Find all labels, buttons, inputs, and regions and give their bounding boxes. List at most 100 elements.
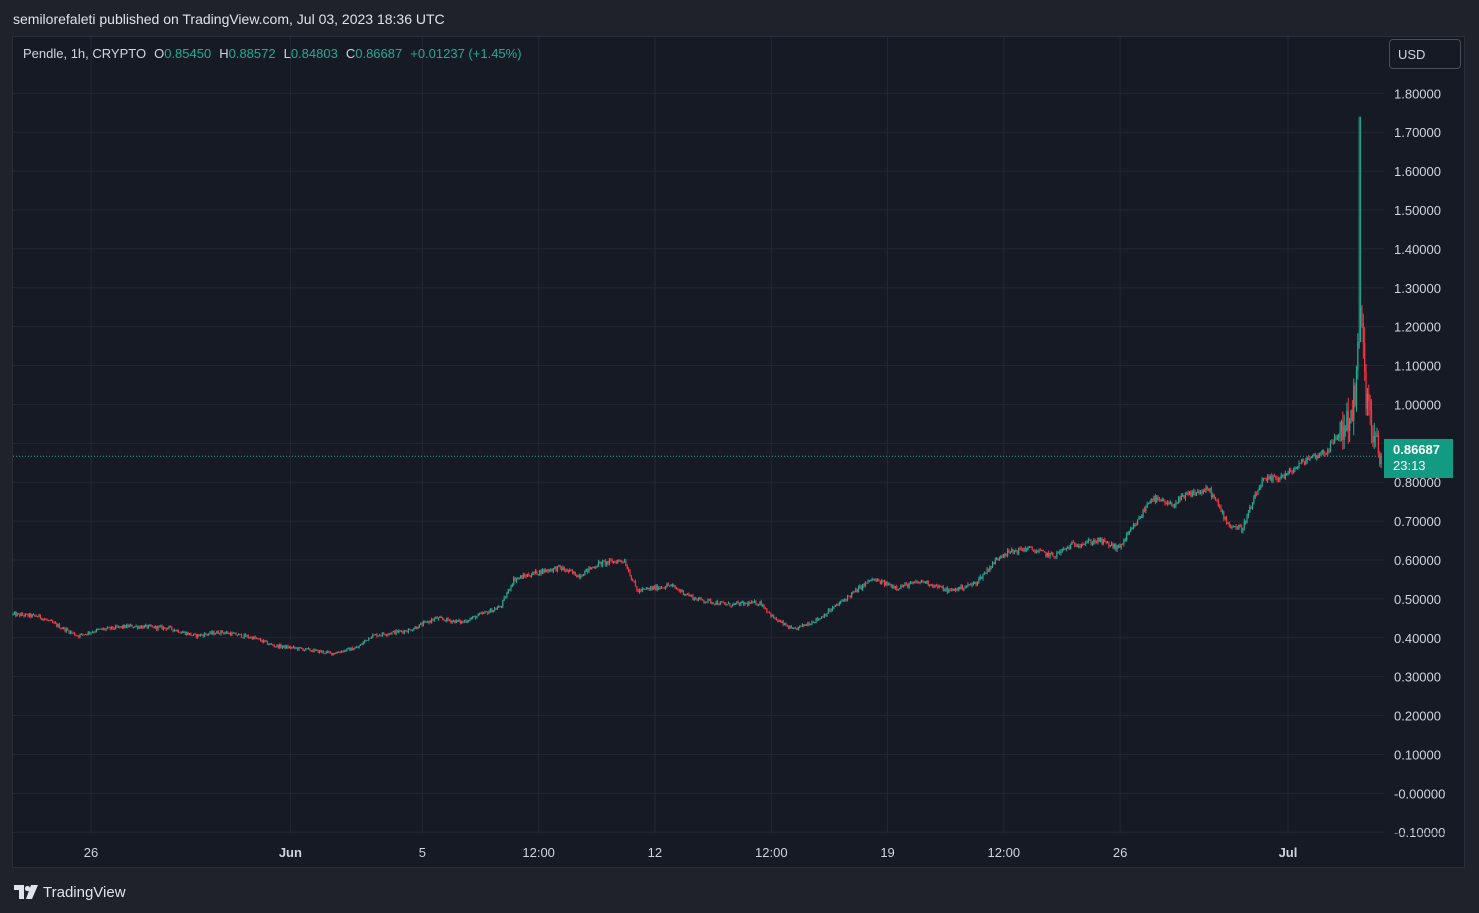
candle-body bbox=[1230, 526, 1232, 528]
candle-body bbox=[1314, 454, 1317, 459]
candle-body bbox=[1184, 494, 1187, 499]
candle-body bbox=[968, 584, 970, 586]
candle-body bbox=[1139, 517, 1141, 519]
candle-body bbox=[166, 628, 169, 630]
candle-body bbox=[61, 628, 63, 630]
candle-body bbox=[205, 633, 207, 635]
candle-body bbox=[734, 603, 736, 605]
candle-body bbox=[1273, 475, 1275, 477]
candle-body bbox=[794, 627, 797, 629]
candle-body bbox=[1353, 385, 1355, 421]
candle-body bbox=[882, 580, 884, 582]
candle-body bbox=[1071, 542, 1073, 545]
candle-body bbox=[796, 628, 798, 630]
candle-body bbox=[918, 582, 920, 584]
candle-body bbox=[1080, 544, 1083, 547]
candle-body bbox=[922, 580, 924, 583]
candle-body bbox=[1205, 487, 1207, 492]
candle-body bbox=[519, 575, 522, 578]
candle-body bbox=[621, 561, 623, 563]
candle-body bbox=[134, 626, 136, 628]
candle-body bbox=[63, 627, 65, 629]
candle-body bbox=[380, 635, 382, 637]
candle-body bbox=[1146, 503, 1148, 508]
price-axis[interactable]: 1.80000 1.70000 1.60000 1.50000 1.40000 1.300… bbox=[1394, 86, 1445, 840]
candle-body bbox=[658, 587, 660, 590]
candle-body bbox=[80, 633, 83, 635]
candle-body bbox=[437, 617, 440, 619]
candle-body bbox=[629, 571, 631, 577]
candle-body bbox=[206, 634, 208, 636]
chart-frame[interactable] bbox=[12, 36, 1465, 868]
candle-body bbox=[365, 639, 367, 641]
currency-button[interactable]: USD bbox=[1389, 39, 1461, 69]
candle-body bbox=[1094, 540, 1096, 543]
candle-body bbox=[214, 633, 217, 635]
candle-body bbox=[1258, 487, 1260, 491]
candle-body bbox=[446, 618, 448, 622]
candle-body bbox=[310, 650, 312, 652]
candle-body bbox=[281, 646, 284, 648]
candle-body bbox=[376, 634, 378, 637]
candle-body bbox=[778, 620, 780, 622]
candle-body bbox=[1157, 497, 1159, 499]
candle-body bbox=[288, 646, 290, 649]
candle-body bbox=[633, 581, 635, 583]
candle-body bbox=[250, 636, 252, 638]
candle-body bbox=[1193, 491, 1195, 493]
candle-body bbox=[1056, 552, 1058, 558]
candle-body bbox=[730, 606, 732, 608]
candle-body bbox=[1284, 473, 1286, 479]
candle-body bbox=[655, 585, 657, 590]
candle-body bbox=[261, 640, 263, 643]
candle-body bbox=[1355, 370, 1358, 406]
candle-body bbox=[388, 633, 390, 635]
ohlc-legend: Pendle, 1h, CRYPTO O0.85450 H0.88572 L0.848… bbox=[23, 46, 522, 61]
candle-body bbox=[533, 572, 535, 574]
candle-body bbox=[410, 629, 412, 631]
candle-body bbox=[1041, 549, 1043, 551]
candle-body bbox=[87, 631, 89, 635]
candle-body bbox=[97, 629, 99, 631]
candle-body bbox=[1117, 545, 1120, 547]
candle-body bbox=[1305, 460, 1307, 465]
candle-body bbox=[892, 586, 894, 588]
candle-body bbox=[320, 650, 322, 653]
candle-body bbox=[1142, 509, 1144, 517]
candle-body bbox=[513, 577, 515, 585]
candle-body bbox=[493, 608, 496, 611]
candle-body bbox=[1086, 542, 1088, 544]
candle-body bbox=[128, 625, 130, 628]
candle-body bbox=[43, 618, 46, 620]
candle-body bbox=[116, 625, 118, 628]
candle-body bbox=[481, 612, 483, 614]
candle-body bbox=[232, 632, 234, 634]
candle-body bbox=[348, 648, 351, 651]
candle-body bbox=[262, 640, 264, 643]
candle-body bbox=[109, 627, 111, 629]
bar-countdown: 23:13 bbox=[1393, 458, 1426, 473]
published-header: semilorefaleti published on TradingView.… bbox=[0, 0, 1479, 36]
candle-body bbox=[296, 647, 299, 650]
candle-body bbox=[871, 578, 873, 581]
y-tick-label: 1.80000 bbox=[1394, 86, 1441, 101]
candle-body bbox=[72, 632, 74, 634]
candle-body bbox=[841, 600, 843, 602]
candle-body bbox=[1186, 493, 1188, 495]
candle-body bbox=[937, 585, 939, 588]
candle-body bbox=[1141, 516, 1143, 518]
candle-body bbox=[964, 586, 966, 589]
candle-body bbox=[264, 640, 266, 642]
candle-body bbox=[223, 632, 225, 634]
candle-body bbox=[591, 567, 593, 570]
time-axis[interactable]: 26 Jun 5 12:00 12 12:00 19 12:00 26 Jul bbox=[13, 833, 1464, 860]
candle-body bbox=[424, 621, 426, 623]
candle-body bbox=[618, 560, 620, 562]
candle-body bbox=[1238, 525, 1240, 530]
candle-body bbox=[693, 597, 695, 600]
candle-body bbox=[894, 586, 897, 589]
candle-body bbox=[417, 627, 419, 629]
candle-body bbox=[762, 605, 764, 607]
candle-body bbox=[540, 570, 542, 574]
